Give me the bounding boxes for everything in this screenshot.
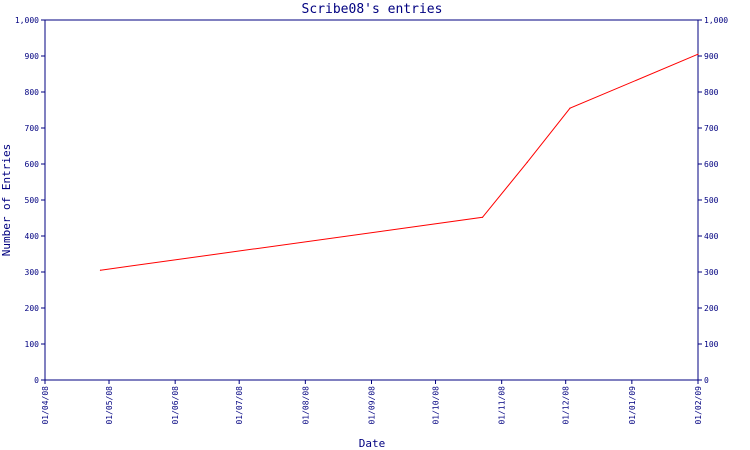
x-tick-label: 01/11/08 — [498, 386, 507, 425]
x-tick-label: 01/05/08 — [105, 386, 114, 425]
y-tick-label-left: 900 — [25, 52, 40, 61]
data-point — [697, 53, 699, 55]
y-axis-right: 0 100 200 300 400 500 600 700 800 900 1,000 — [698, 16, 728, 385]
y-tick-label-left: 1,000 — [15, 16, 39, 25]
y-tick-label-right: 600 — [704, 160, 719, 169]
y-tick-label-right: 500 — [704, 196, 719, 205]
y-tick-label-left: 600 — [25, 160, 40, 169]
chart-title: Scribe08's entries — [302, 2, 443, 17]
y-axis-label: Number of Entries — [0, 144, 13, 257]
y-tick-label-left: 0 — [34, 376, 39, 385]
x-tick-label: 01/09/08 — [368, 386, 377, 425]
x-tick-label: 01/12/08 — [562, 386, 571, 425]
data-point — [569, 107, 571, 109]
series-group — [99, 53, 699, 271]
y-tick-label-left: 400 — [25, 232, 40, 241]
y-tick-label-left: 300 — [25, 268, 40, 277]
y-tick-label-left: 500 — [25, 196, 40, 205]
y-tick-label-left: 800 — [25, 88, 40, 97]
x-tick-label: 01/06/08 — [171, 386, 180, 425]
y-tick-label-right: 100 — [704, 340, 719, 349]
x-axis-label: Date — [359, 437, 386, 450]
y-tick-label-right: 0 — [704, 376, 709, 385]
x-tick-label: 01/01/09 — [628, 386, 637, 425]
y-tick-label-left: 200 — [25, 304, 40, 313]
data-point — [99, 269, 102, 271]
data-point — [481, 216, 484, 218]
y-tick-label-left: 100 — [25, 340, 40, 349]
x-tick-label: 01/04/08 — [41, 386, 50, 425]
x-tick-label: 01/02/09 — [694, 386, 703, 425]
x-tick-label: 01/08/08 — [301, 386, 310, 425]
y-tick-label-right: 400 — [704, 232, 719, 241]
y-axis-left: 0 100 200 300 400 500 600 700 800 900 1,000 — [15, 16, 45, 385]
y-tick-label-right: 800 — [704, 88, 719, 97]
data-point — [526, 161, 528, 163]
y-tick-label-right: 200 — [704, 304, 719, 313]
y-tick-label-right: 1,000 — [704, 16, 728, 25]
y-tick-label-right: 300 — [704, 268, 719, 277]
x-tick-label: 01/07/08 — [235, 386, 244, 425]
y-tick-label-right: 900 — [704, 52, 719, 61]
y-tick-label-right: 700 — [704, 124, 719, 133]
x-axis: 01/04/08 01/05/08 01/06/08 01/07/08 01/08/08… — [41, 380, 703, 425]
y-tick-label-left: 700 — [25, 124, 40, 133]
x-tick-label: 01/10/08 — [432, 386, 441, 425]
